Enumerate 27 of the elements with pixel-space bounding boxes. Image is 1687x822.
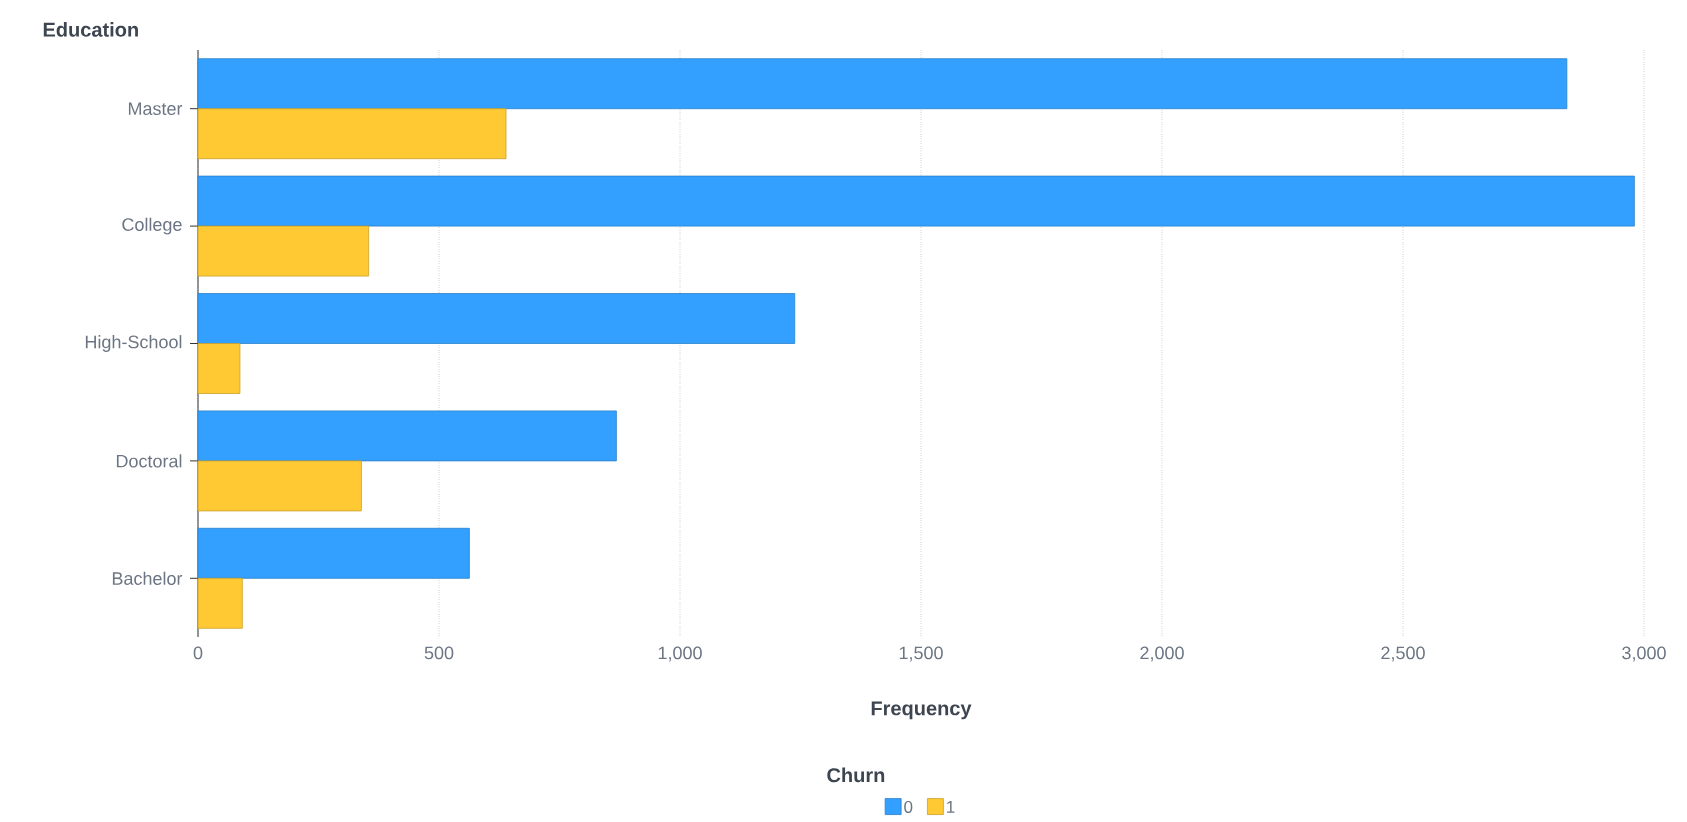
- x-axis-title: Frequency: [871, 701, 972, 720]
- x-tick-label: 1,500: [899, 646, 943, 662]
- y-tick-label: Master: [128, 102, 183, 115]
- legend-label: 1: [947, 800, 955, 813]
- x-tick-label: 500: [424, 646, 454, 660]
- bar: [197, 577, 243, 629]
- x-tick-label: 3,000: [1622, 646, 1666, 662]
- bar: [197, 410, 617, 462]
- x-tick-label: 2,500: [1381, 646, 1425, 662]
- bar: [197, 58, 1568, 110]
- y-tick-label: Bachelor: [112, 571, 183, 585]
- x-tick-label: 2,000: [1140, 646, 1184, 662]
- y-axis-title: Education: [43, 22, 138, 37]
- y-tick-label: College: [122, 217, 182, 235]
- legend-label: 0: [904, 800, 913, 813]
- bar: [197, 527, 470, 579]
- legend-title: Churn: [827, 767, 885, 783]
- bar: [197, 175, 1635, 227]
- y-tick-label: Doctoral: [116, 454, 182, 468]
- x-tick-label: 0: [193, 646, 203, 660]
- bar: [197, 343, 241, 394]
- bar: [197, 460, 362, 512]
- bar: [197, 108, 507, 160]
- x-tick-label: 1,000: [658, 646, 702, 662]
- bar: [197, 225, 370, 277]
- y-tick-label: High-School: [85, 335, 182, 352]
- bar: [197, 293, 796, 344]
